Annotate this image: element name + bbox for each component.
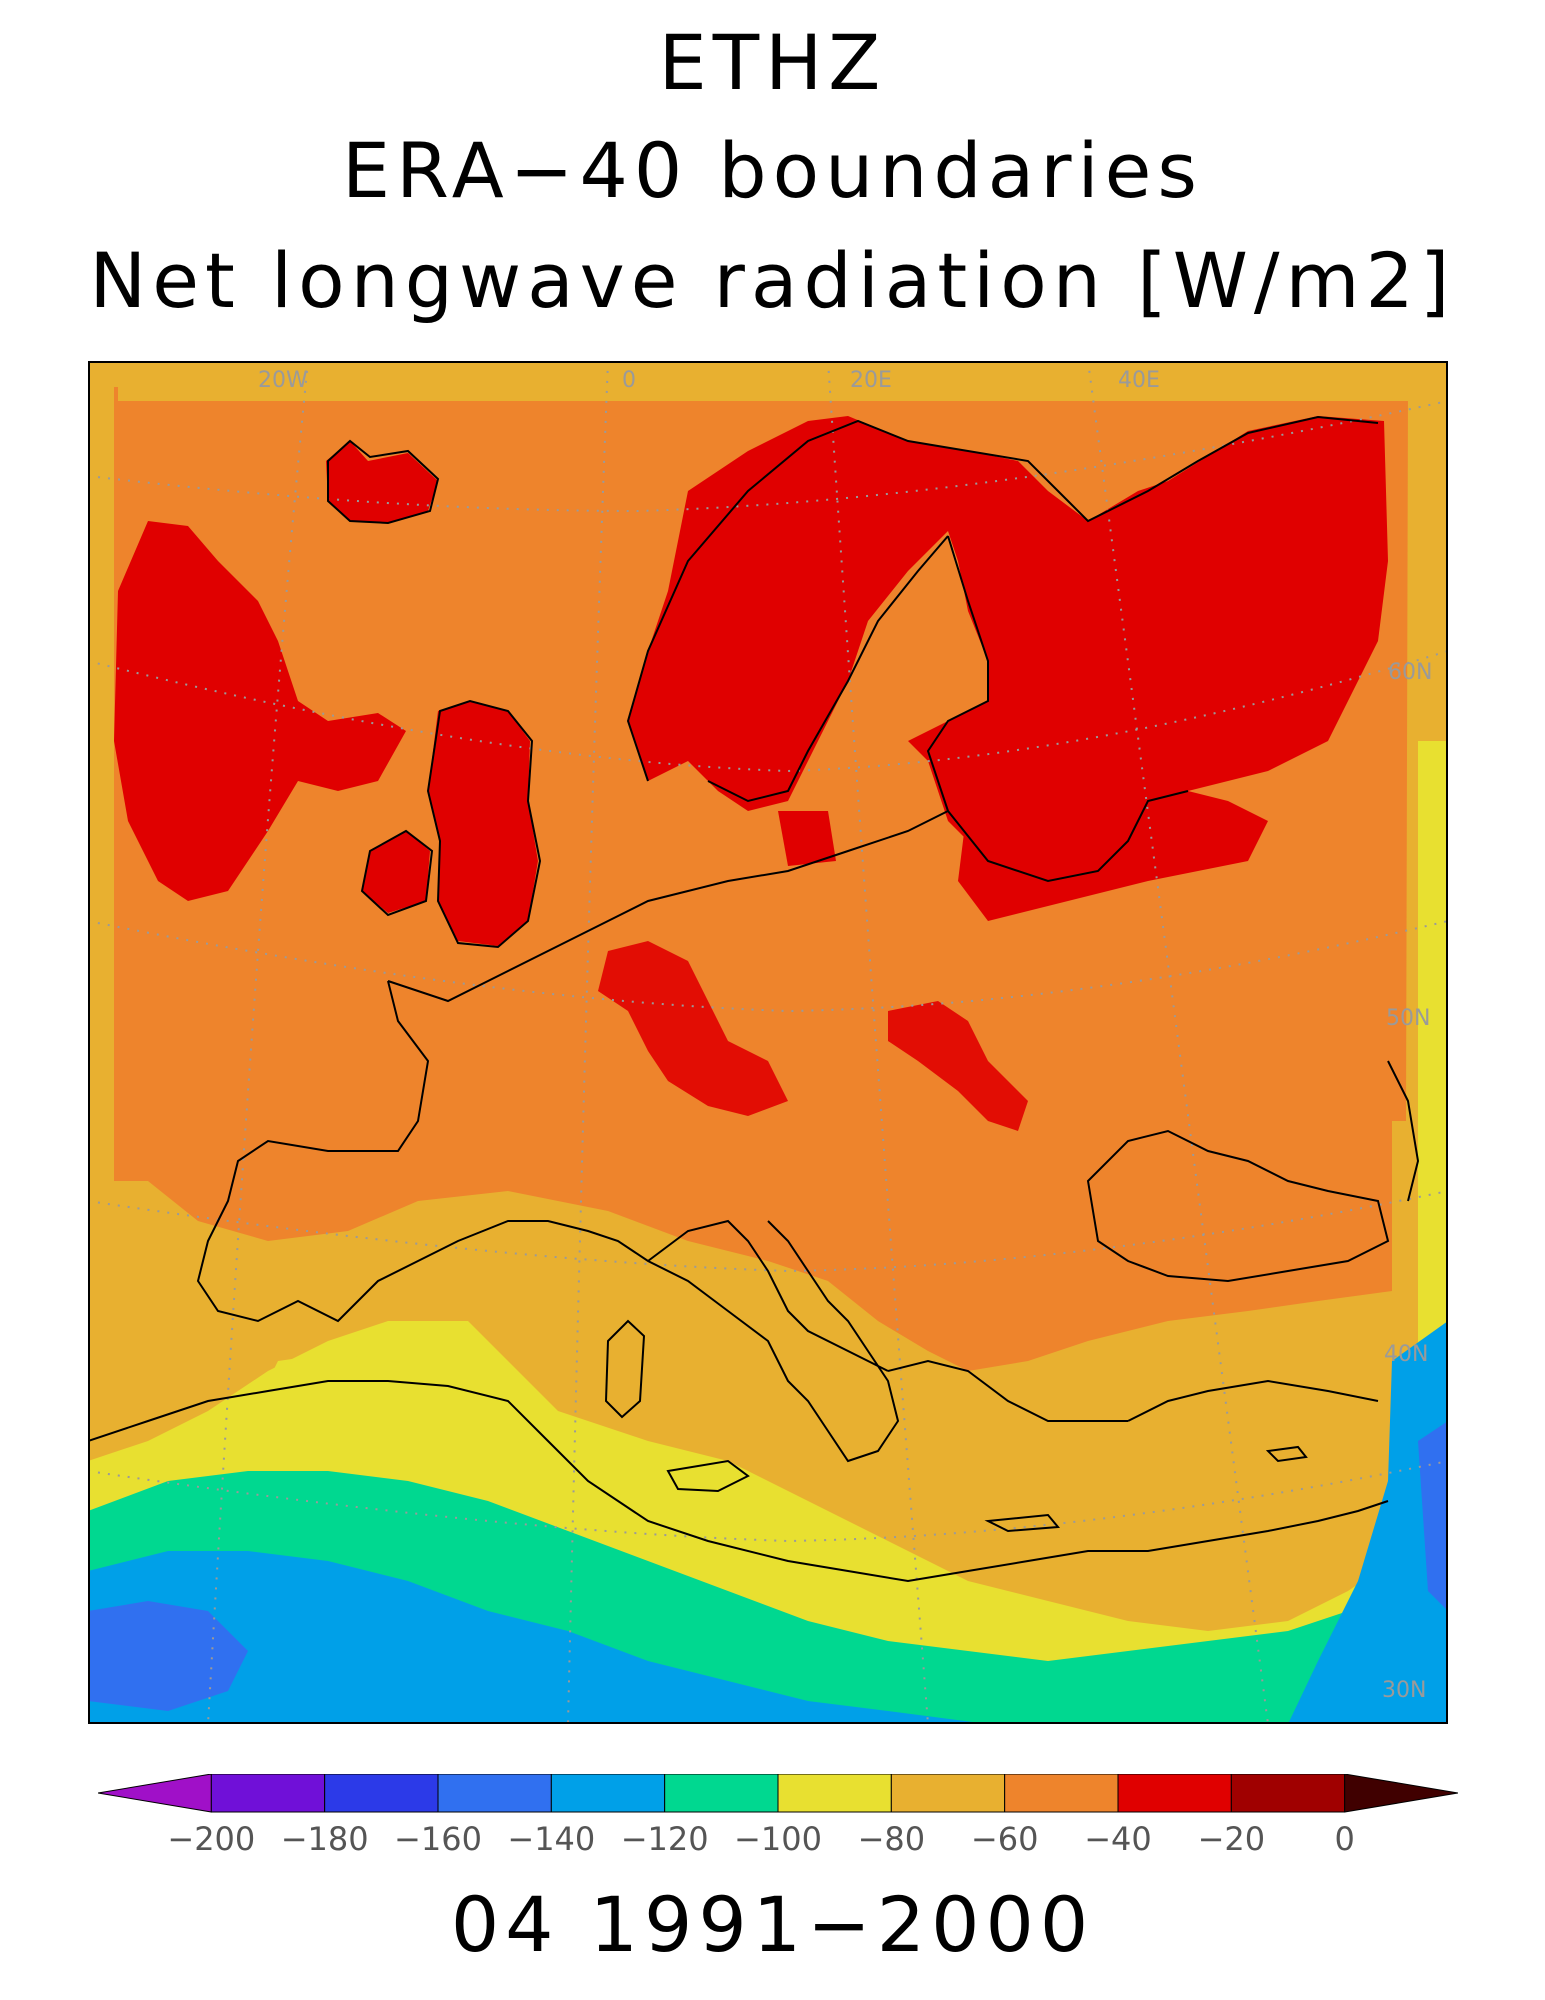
colorbar-tick-label: −40 — [1084, 1820, 1152, 1858]
colorbar-tick-label: −180 — [281, 1820, 369, 1858]
field-rim-top — [88, 361, 1448, 401]
colorbar-segment — [324, 1773, 439, 1813]
field-red-denmark — [778, 811, 836, 866]
colorbar-segment — [777, 1773, 892, 1813]
period-label: 04 1991−2000 — [450, 1880, 1095, 1969]
colorbar-segment — [1344, 1773, 1459, 1813]
lat-label: 40N — [1384, 1342, 1428, 1367]
graticule — [88, 361, 1448, 1724]
lat-label: 50N — [1386, 1006, 1430, 1031]
field-red-carpathians — [888, 1001, 1028, 1131]
lat-label: 60N — [1388, 660, 1432, 685]
lon-label: 20W — [258, 368, 308, 393]
field-red-greenland — [114, 521, 406, 901]
colorbar-segment — [1117, 1773, 1232, 1813]
field-red-germany-speckle — [598, 941, 788, 1116]
field-blue-patch — [88, 1601, 248, 1711]
title-line-2: ERA−40 boundaries — [342, 126, 1203, 215]
title-line-3: Net longwave radiation [W/m2] — [89, 236, 1456, 325]
colorbar-tick-label: −120 — [621, 1820, 709, 1858]
field-rim-left — [88, 361, 114, 1261]
map-canvas: 20W 0 20E 40E 60N 50N 40N 30N — [88, 361, 1448, 1724]
colorbar-tick-label: −20 — [1198, 1820, 1266, 1858]
colorbar-segment — [890, 1773, 1006, 1813]
lon-label: 40E — [1118, 368, 1160, 393]
lon-label: 20E — [850, 368, 892, 393]
colorbar-tick-label: −160 — [394, 1820, 482, 1858]
colorbar-tick-label: −100 — [734, 1820, 822, 1858]
field-blue-patch-east — [1418, 1421, 1448, 1611]
colorbar-tick-label: −140 — [507, 1820, 595, 1858]
coastlines — [88, 415, 1420, 1583]
colorbar-segment — [210, 1773, 326, 1813]
colorbar-svg: −200 −180 −160 −140 −120 −100 −80 −60 −40 −20 0 — [97, 1773, 1459, 1858]
map-frame — [88, 361, 1448, 1724]
field-rim-right-yellow — [1418, 741, 1448, 1361]
colorbar-segment — [664, 1773, 779, 1813]
field-red-ireland — [362, 831, 430, 913]
colorbar-segment — [1230, 1773, 1346, 1813]
colorbar-segment — [97, 1773, 212, 1813]
lat-label: 30N — [1382, 1678, 1426, 1703]
lon-label: 0 — [622, 368, 636, 393]
field-lightblue-east — [1288, 1321, 1448, 1724]
colorbar: −200 −180 −160 −140 −120 −100 −80 −60 −40 −20 0 — [97, 1773, 1459, 1874]
field-red-iceland — [326, 441, 438, 523]
title-line-1: ETHZ — [658, 18, 887, 107]
field-red-britain — [428, 701, 538, 946]
field-lightblue-band — [88, 1551, 988, 1724]
colorbar-tick-label: −80 — [858, 1820, 926, 1858]
colorbar-segment — [437, 1773, 552, 1813]
colorbar-tick-label: −60 — [971, 1820, 1039, 1858]
field-red-scandinavia — [628, 416, 1388, 881]
field-red-russia-south — [958, 781, 1268, 921]
colorbar-tick-label: 0 — [1334, 1820, 1354, 1858]
colorbar-segment — [1004, 1773, 1119, 1813]
colorbar-segment — [550, 1773, 666, 1813]
colorbar-tick-label: −200 — [167, 1820, 255, 1858]
field-iberia-yellow — [258, 1351, 448, 1471]
map-panel: 20W 0 20E 40E 60N 50N 40N 30N — [88, 361, 1448, 1724]
